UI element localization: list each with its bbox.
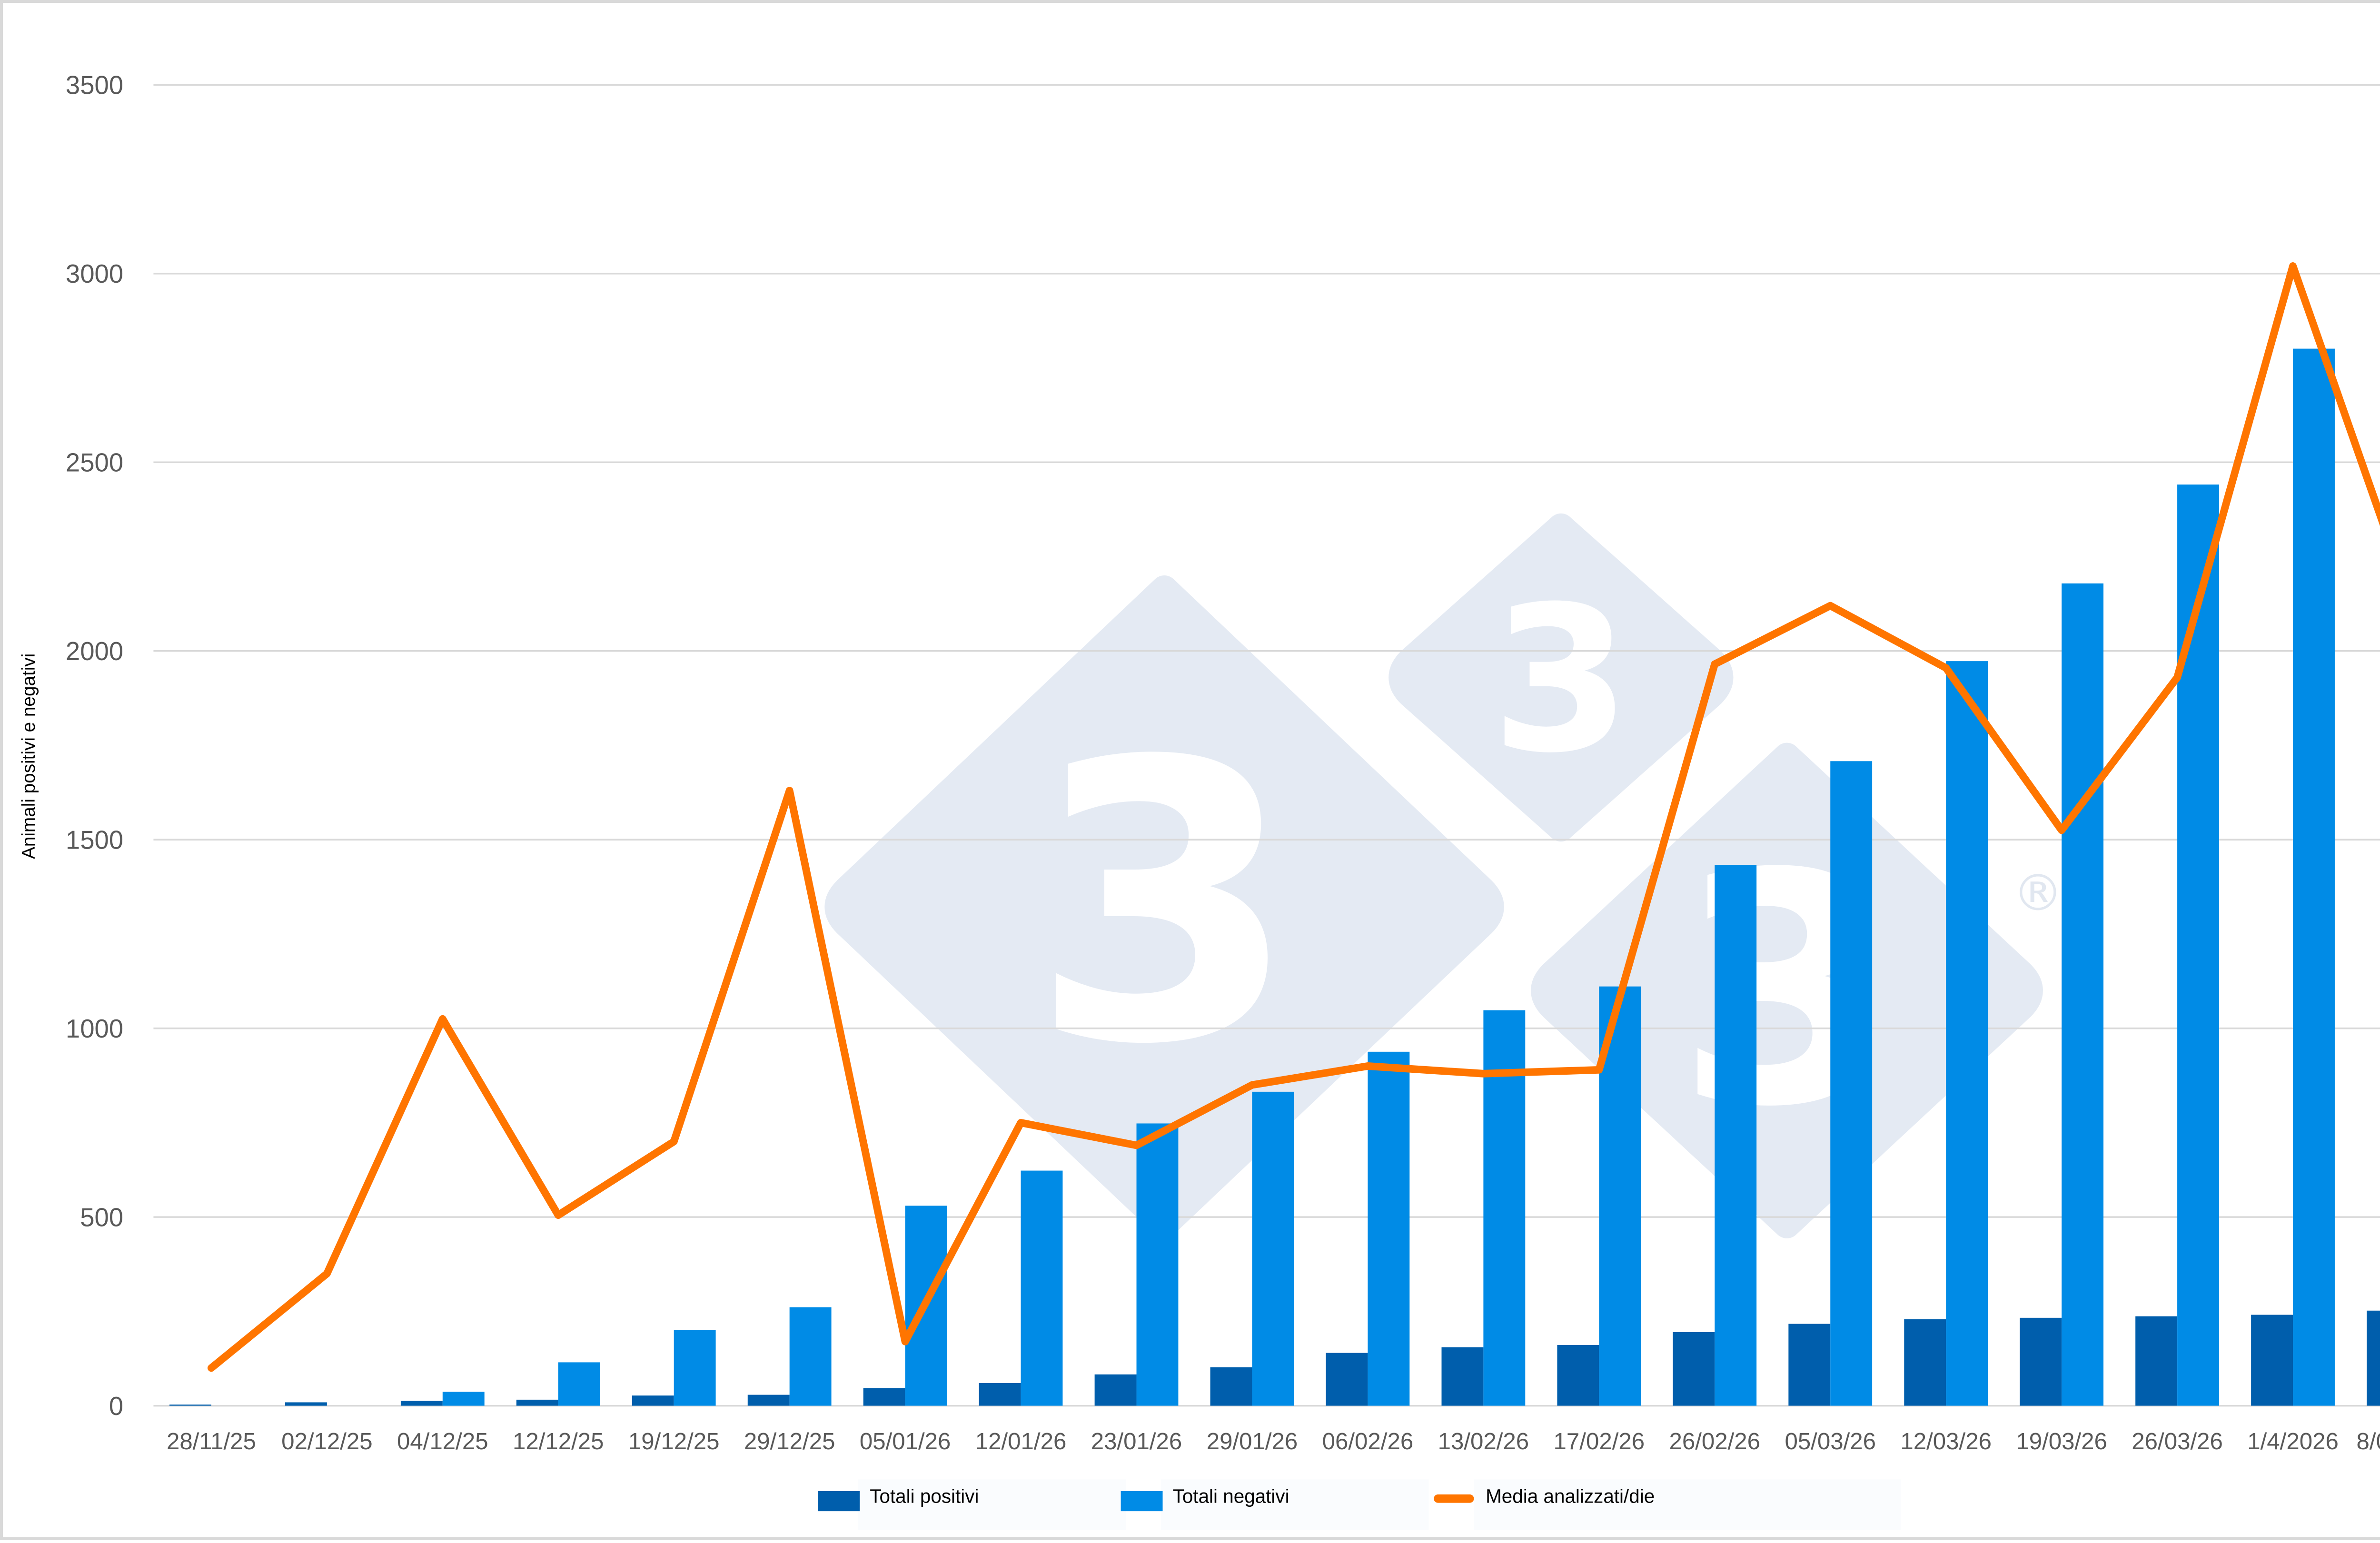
bar-negativi — [1368, 1051, 1410, 1406]
left-tick-label: 1000 — [66, 1014, 123, 1043]
left-tick-label: 0 — [109, 1392, 123, 1421]
bar-negativi — [442, 1392, 485, 1406]
left-tick-label: 2500 — [66, 448, 123, 477]
bar-negativi — [1946, 661, 1988, 1406]
bar-positivi — [1904, 1319, 1946, 1406]
bar-negativi — [2062, 583, 2104, 1406]
watermark-diamond — [1531, 742, 2043, 1238]
bar-positivi — [1788, 1324, 1831, 1406]
bar-positivi — [1094, 1374, 1137, 1406]
x-tick-label: 17/02/26 — [1554, 1428, 1645, 1454]
legend-label-background — [1161, 1479, 1429, 1530]
legend-swatch — [1434, 1494, 1474, 1503]
left-axis-ticks: 0 500 1000 1500 2000 2500 3000 3500 — [66, 71, 123, 1421]
bar-negativi — [1715, 865, 1757, 1406]
left-tick-label: 2000 — [66, 637, 123, 666]
legend-label: Totali positivi — [870, 1485, 979, 1507]
legend-item: Totali negativi — [1121, 1479, 1429, 1530]
legend-swatch — [818, 1491, 860, 1512]
left-tick-label: 1500 — [66, 826, 123, 855]
bar-negativi — [674, 1330, 716, 1406]
x-tick-label: 26/03/26 — [2132, 1428, 2223, 1454]
legend-swatch — [1121, 1491, 1163, 1512]
bar-negativi — [1252, 1091, 1294, 1406]
x-tick-label: 26/02/26 — [1669, 1428, 1761, 1454]
x-tick-label: 12/03/26 — [1900, 1428, 1992, 1454]
bar-negativi — [2293, 348, 2335, 1406]
bar-positivi — [863, 1388, 905, 1406]
x-tick-label: 8/04/2026 — [2357, 1428, 2380, 1454]
x-tick-label: 05/01/26 — [860, 1428, 951, 1454]
bar-positivi — [747, 1395, 790, 1406]
left-tick-label: 500 — [80, 1203, 123, 1232]
bar-negativi — [789, 1307, 832, 1406]
watermark-logo: 3 33 ® — [824, 513, 2063, 1238]
bar-positivi — [1673, 1332, 1715, 1406]
bar-positivi — [516, 1399, 558, 1406]
x-tick-label: 05/03/26 — [1785, 1428, 1876, 1454]
watermark-digit: 3 — [1491, 563, 1631, 797]
x-axis-labels: 28/11/25 02/12/25 04/12/25 12/12/25 19/12/25… — [167, 1428, 2380, 1454]
legend-item: Totali positivi — [818, 1479, 1126, 1530]
watermark-diamond — [1388, 513, 1734, 842]
bar-positivi — [632, 1395, 674, 1406]
legend-label: Media analizzati/die — [1486, 1485, 1655, 1507]
bar-negativi — [1021, 1170, 1063, 1406]
bar-negativi — [558, 1362, 600, 1406]
bar-negativi — [2177, 485, 2219, 1406]
bar-positivi — [400, 1401, 443, 1406]
bar-positivi — [1557, 1345, 1599, 1406]
x-tick-label: 19/12/25 — [628, 1428, 720, 1454]
watermark-digit: 3 — [1031, 680, 1299, 1128]
x-tick-label: 19/03/26 — [2016, 1428, 2107, 1454]
x-tick-label: 02/12/25 — [281, 1428, 373, 1454]
x-tick-label: 04/12/25 — [397, 1428, 488, 1454]
line-media-analizzati — [207, 262, 2380, 1372]
registered-mark: ® — [2013, 863, 2063, 922]
bar-positivi — [1210, 1367, 1252, 1406]
bar-positivi — [979, 1383, 1021, 1406]
legend-label-background — [858, 1479, 1126, 1530]
x-tick-label: 13/02/26 — [1438, 1428, 1529, 1454]
x-tick-label: 1/4/2026 — [2247, 1428, 2339, 1454]
legend-label: Totali negativi — [1173, 1485, 1289, 1507]
bar-positivi — [285, 1402, 327, 1406]
legend-item: Media analizzati/die — [1434, 1479, 1901, 1530]
x-tick-label: 12/12/25 — [513, 1428, 604, 1454]
x-tick-label: 28/11/25 — [167, 1428, 256, 1454]
bar-series — [169, 348, 2380, 1406]
left-tick-label: 3500 — [66, 71, 123, 100]
bar-positivi — [2135, 1316, 2178, 1406]
bar-positivi — [1326, 1353, 1368, 1406]
legend: Totali positivi Totali negativi Media anal… — [818, 1479, 1901, 1530]
bar-positivi — [2020, 1317, 2062, 1406]
left-axis-title: Animali positivi e negativi — [19, 653, 39, 859]
bar-negativi — [1136, 1123, 1179, 1406]
line-series — [207, 262, 2380, 1372]
legend-label-background — [1474, 1479, 1901, 1530]
bar-positivi — [2251, 1315, 2293, 1406]
bar-positivi — [2367, 1310, 2380, 1406]
bar-positivi — [1441, 1347, 1484, 1406]
x-tick-label: 06/02/26 — [1322, 1428, 1414, 1454]
x-tick-label: 29/01/26 — [1207, 1428, 1298, 1454]
bar-negativi — [1830, 761, 1873, 1406]
x-tick-label: 29/12/25 — [744, 1428, 835, 1454]
x-tick-label: 12/01/26 — [975, 1428, 1067, 1454]
x-tick-label: 23/01/26 — [1091, 1428, 1182, 1454]
left-tick-label: 3000 — [66, 259, 123, 288]
